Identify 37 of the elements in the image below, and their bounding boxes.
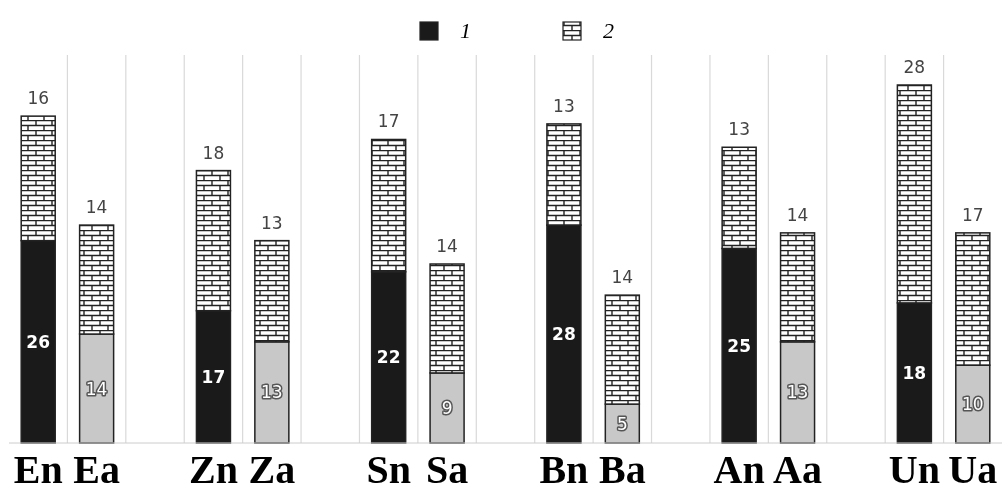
data-label: 17 <box>961 204 984 225</box>
data-label: 28 <box>903 57 926 77</box>
legend-label: 2 <box>603 18 614 43</box>
data-label: 26 <box>26 331 51 352</box>
x-tick-label: Ea <box>73 447 120 490</box>
data-label: 18 <box>902 362 927 383</box>
x-tick-label: En <box>13 447 63 490</box>
data-label: 14 <box>85 378 108 399</box>
x-tick-label: Sa <box>425 447 469 490</box>
data-label: 22 <box>376 347 401 368</box>
data-label: 10 <box>961 394 984 415</box>
x-tick-label: Ua <box>948 447 998 490</box>
data-label: 17 <box>377 111 400 132</box>
data-label: 13 <box>728 119 750 140</box>
x-tick-label: Bn <box>539 447 589 490</box>
data-label: 17 <box>201 366 226 387</box>
x-tick-label: Sn <box>366 447 411 490</box>
x-tick-label: Ba <box>598 447 646 490</box>
data-label: 14 <box>786 204 809 225</box>
x-tick-label: Za <box>248 447 296 490</box>
data-label: 14 <box>611 267 634 288</box>
data-label: 9 <box>441 397 453 418</box>
data-label: 13 <box>261 382 283 403</box>
data-label: 18 <box>202 142 225 163</box>
legend-label: 1 <box>460 18 471 43</box>
data-label: 14 <box>436 236 458 256</box>
data-label: 5 <box>616 413 628 434</box>
data-label: 13 <box>261 212 283 233</box>
data-label: 16 <box>27 88 50 109</box>
data-label: 25 <box>727 335 751 356</box>
data-label: 13 <box>553 95 575 116</box>
data-label: 14 <box>85 197 108 218</box>
x-tick-label: An <box>713 447 765 490</box>
x-tick-label: Zn <box>188 447 238 490</box>
x-tick-label: Un <box>888 447 940 490</box>
data-label: 28 <box>552 324 576 345</box>
x-tick-label: Aa <box>773 447 822 490</box>
